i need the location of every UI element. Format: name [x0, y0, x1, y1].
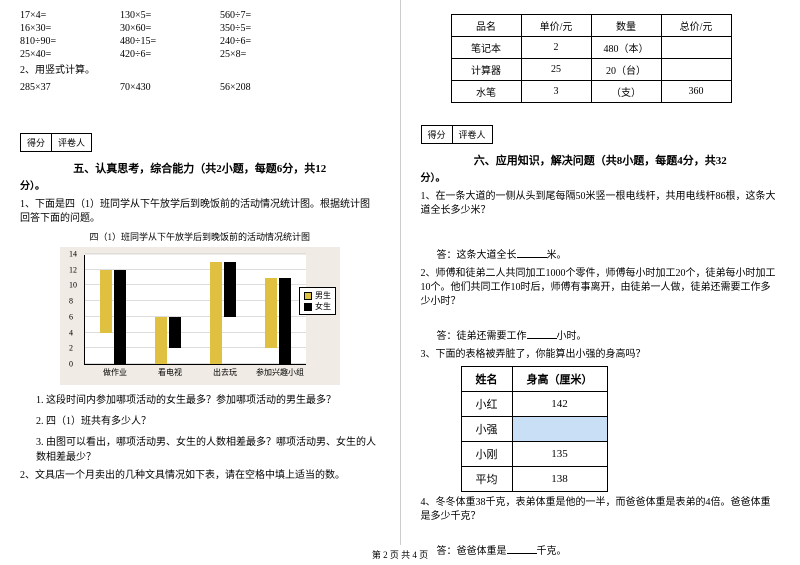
- vert-item: 70×430: [120, 82, 220, 93]
- ans-prefix: 答：这条大道全长: [437, 250, 517, 261]
- arith-item: 480÷15=: [120, 36, 220, 47]
- q5-1: 1、下面是四（1）班同学从下午放学后到晚饭前的活动情况统计图。根据统计图回答下面…: [20, 198, 380, 226]
- score-box: 得分 评卷人: [421, 125, 493, 144]
- arith-item: 25×8=: [220, 49, 320, 60]
- vert-item: 285×37: [20, 82, 120, 93]
- grader-label: 评卷人: [52, 134, 91, 151]
- q5-2: 2、文具店一个月卖出的几种文具情况如下表，请在空格中填上适当的数。: [20, 469, 380, 483]
- vertical-calc-title: 2、用竖式计算。: [20, 64, 380, 78]
- answer-6-1: 答：这条大道全长 米。: [437, 246, 781, 261]
- height-table: 姓名身高（厘米）小红142小强小刚135平均138: [461, 366, 608, 492]
- section-6-title: 六、应用知识，解决问题（共8小题，每题4分，共32: [421, 152, 781, 168]
- blank[interactable]: [527, 338, 557, 339]
- q6-1: 1、在一条大道的一侧从头到尾每隔50米竖一根电线杆，共用电线杆86根，这条大道全…: [421, 190, 781, 218]
- left-column: 17×4=130×5=560÷7= 16×30=30×60=350÷5= 810÷9…: [0, 0, 400, 545]
- page: 17×4=130×5=560÷7= 16×30=30×60=350÷5= 810÷9…: [0, 0, 800, 545]
- page-footer: 第 2 页 共 4 页: [0, 548, 800, 561]
- legend-girls: 女生: [315, 301, 331, 312]
- q5-1-2: 2. 四（1）班共有多少人？: [36, 412, 380, 427]
- section-5-title: 五、认真思考，综合能力（共2小题，每题6分，共12: [20, 160, 380, 176]
- arith-item: 130×5=: [120, 10, 220, 21]
- score-label: 得分: [21, 134, 52, 151]
- chart-legend: 男生 女生: [299, 287, 336, 315]
- vertical-calc-row: 285×37 70×430 56×208: [20, 82, 380, 93]
- arith-item: 30×60=: [120, 23, 220, 34]
- arith-item: 810÷90=: [20, 36, 120, 47]
- score-label: 得分: [422, 126, 453, 143]
- ans-suffix: 小时。: [557, 331, 587, 342]
- arith-item: 240÷6=: [220, 36, 320, 47]
- right-column: 品名单价/元数量总价/元笔记本2480（本）计算器2520（台）水笔3（支）36…: [401, 0, 800, 545]
- stationery-table: 品名单价/元数量总价/元笔记本2480（本）计算器2520（台）水笔3（支）36…: [451, 14, 732, 103]
- arith-item: 25×40=: [20, 49, 120, 60]
- q5-1-3: 3. 由图可以看出，哪项活动男、女生的人数相差最多？哪项活动男、女生的人数相差最…: [36, 433, 380, 463]
- legend-boys: 男生: [315, 290, 331, 301]
- section-5-tail: 分）。: [20, 180, 380, 194]
- arithmetic-block: 17×4=130×5=560÷7= 16×30=30×60=350÷5= 810÷9…: [20, 10, 380, 60]
- arith-item: 17×4=: [20, 10, 120, 21]
- q6-2: 2、师傅和徒弟二人共同加工1000个零件，师傅每小时加工20个，徒弟每小时加工1…: [421, 267, 781, 309]
- q6-3: 3、下面的表格被弄脏了，你能算出小强的身高吗？: [421, 348, 781, 362]
- chart-title: 四（1）班同学从下午放学后到晚饭前的活动情况统计图: [20, 230, 380, 243]
- bar-chart: 02468101214做作业看电视出去玩参加兴趣小组 男生 女生: [60, 247, 340, 385]
- arith-item: 350÷5=: [220, 23, 320, 34]
- score-box: 得分 评卷人: [20, 133, 92, 152]
- arith-item: 560÷7=: [220, 10, 320, 21]
- arith-item: 420÷6=: [120, 49, 220, 60]
- section-6-tail: 分）。: [421, 172, 781, 186]
- ans-suffix: 米。: [547, 250, 567, 261]
- arith-item: 16×30=: [20, 23, 120, 34]
- answer-6-2: 答：徒弟还需要工作 小时。: [437, 327, 781, 342]
- ans-prefix: 答：徒弟还需要工作: [437, 331, 527, 342]
- grader-label: 评卷人: [453, 126, 492, 143]
- vert-item: 56×208: [220, 82, 320, 93]
- q5-1-1: 1. 这段时间内参加哪项活动的女生最多？参加哪项活动的男生最多？: [36, 391, 380, 406]
- blank[interactable]: [517, 257, 547, 258]
- q6-4: 4、冬冬体重38千克，表弟体重是他的一半，而爸爸体重是表弟的4倍。爸爸体重是多少…: [421, 496, 781, 524]
